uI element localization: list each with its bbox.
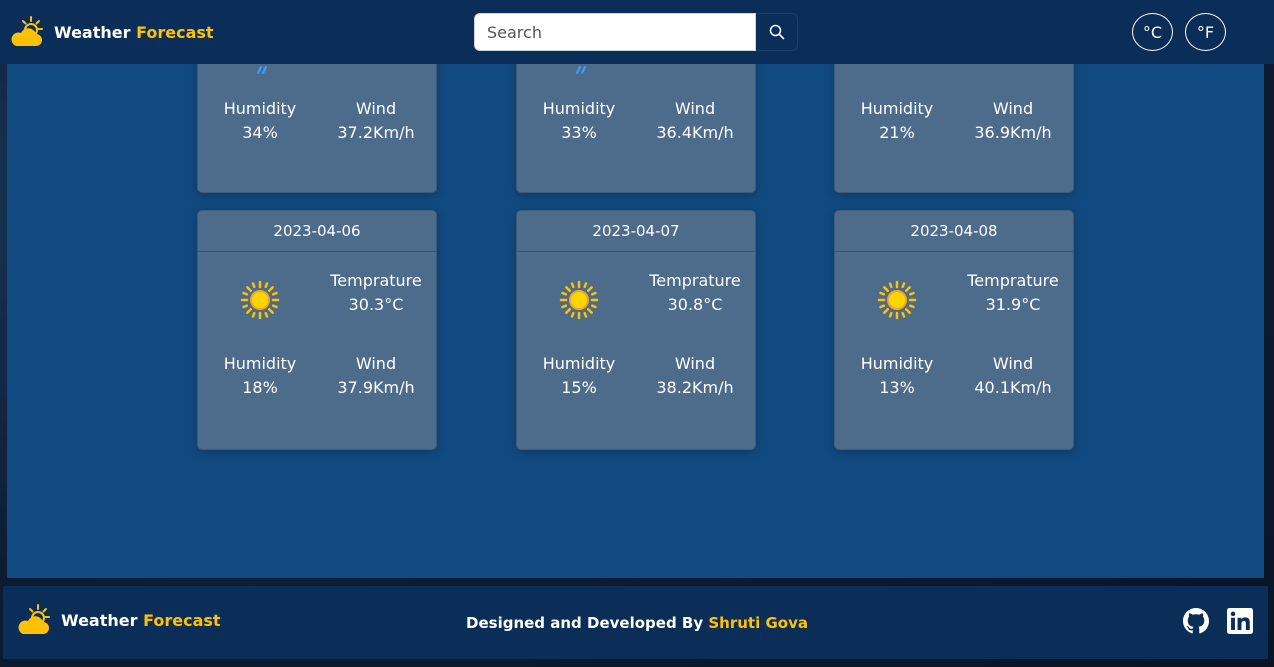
humidity-value: 33% bbox=[561, 123, 597, 142]
navbar: Weather Forecast °C °F bbox=[0, 0, 1274, 64]
search-icon bbox=[769, 24, 784, 40]
linkedin-icon[interactable] bbox=[1227, 608, 1253, 634]
rain-icon bbox=[257, 66, 267, 74]
humidity-stat: Humidity 33% bbox=[535, 97, 623, 145]
footer-credit: Designed and Developed By Shruti Gova bbox=[3, 614, 1271, 632]
footer-brand-word-weather: Weather bbox=[61, 610, 138, 630]
temperature-stat: Temprature 30.3°C bbox=[324, 269, 428, 317]
forecast-card: Humidity 34% Wind 37.2Km/h bbox=[197, 64, 437, 193]
forecast-card: 2023-04-06 Temprature 30.3°C Humidity 18… bbox=[197, 210, 437, 450]
humidity-stat: Humidity 13% bbox=[853, 352, 941, 400]
card-date: 2023-04-07 bbox=[517, 211, 755, 252]
temperature-value: 30.3°C bbox=[348, 295, 404, 314]
humidity-label: Humidity bbox=[542, 99, 616, 118]
wind-label: Wind bbox=[674, 99, 716, 118]
weather-logo-icon bbox=[18, 604, 50, 634]
wind-stat: Wind 36.9Km/h bbox=[965, 97, 1061, 145]
footer-brand[interactable]: Weather Forecast bbox=[17, 604, 221, 636]
humidity-stat: Humidity 18% bbox=[216, 352, 304, 400]
celsius-button[interactable]: °C bbox=[1132, 13, 1173, 51]
humidity-value: 21% bbox=[879, 123, 915, 142]
wind-stat: Wind 38.2Km/h bbox=[647, 352, 743, 400]
humidity-label: Humidity bbox=[860, 99, 934, 118]
wind-label: Wind bbox=[992, 354, 1034, 373]
temperature-label: Temprature bbox=[649, 271, 741, 290]
wind-stat: Wind 36.4Km/h bbox=[647, 97, 743, 145]
wind-value: 36.9Km/h bbox=[974, 123, 1052, 142]
humidity-label: Humidity bbox=[860, 354, 934, 373]
wind-stat: Wind 40.1Km/h bbox=[965, 352, 1061, 400]
humidity-label: Humidity bbox=[223, 99, 297, 118]
author-name: Shruti Gova bbox=[708, 614, 808, 632]
wind-stat: Wind 37.9Km/h bbox=[328, 352, 424, 400]
search-button[interactable] bbox=[756, 13, 798, 51]
wind-stat: Wind 37.2Km/h bbox=[328, 97, 424, 145]
humidity-stat: Humidity 15% bbox=[535, 352, 623, 400]
card-date: 2023-04-06 bbox=[198, 211, 436, 252]
humidity-value: 13% bbox=[879, 378, 915, 397]
forecast-card: 2023-04-07 Temprature 30.8°C Humidity 15… bbox=[516, 210, 756, 450]
wind-label: Wind bbox=[355, 354, 397, 373]
credit-text: Designed and Developed By bbox=[466, 614, 704, 632]
wind-label: Wind bbox=[355, 99, 397, 118]
brand[interactable]: Weather Forecast bbox=[10, 16, 214, 48]
humidity-stat: Humidity 21% bbox=[853, 97, 941, 145]
humidity-value: 18% bbox=[242, 378, 278, 397]
wind-label: Wind bbox=[674, 354, 716, 373]
brand-word-weather: Weather bbox=[54, 22, 131, 42]
brand-word-forecast: Forecast bbox=[136, 22, 214, 42]
wind-value: 40.1Km/h bbox=[974, 378, 1052, 397]
forecast-card: Humidity 21% Wind 36.9Km/h bbox=[834, 64, 1074, 193]
humidity-label: Humidity bbox=[542, 354, 616, 373]
fahrenheit-button[interactable]: °F bbox=[1185, 13, 1226, 51]
forecast-card: Humidity 33% Wind 36.4Km/h bbox=[516, 64, 756, 193]
temperature-stat: Temprature 31.9°C bbox=[961, 269, 1065, 317]
humidity-value: 34% bbox=[242, 123, 278, 142]
temperature-label: Temprature bbox=[330, 271, 422, 290]
rain-icon bbox=[576, 66, 586, 74]
temperature-label: Temprature bbox=[967, 271, 1059, 290]
forecast-card: 2023-04-08 Temprature 31.9°C Humidity 13… bbox=[834, 210, 1074, 450]
footer-brand-word-forecast: Forecast bbox=[143, 610, 221, 630]
temperature-value: 30.8°C bbox=[667, 295, 723, 314]
search-input[interactable] bbox=[474, 13, 756, 51]
wind-label: Wind bbox=[992, 99, 1034, 118]
wind-value: 36.4Km/h bbox=[656, 123, 734, 142]
wind-value: 37.2Km/h bbox=[337, 123, 415, 142]
forecast-panel: Humidity 34% Wind 37.2Km/h Humidity 33% … bbox=[7, 64, 1264, 578]
search-bar bbox=[474, 13, 798, 51]
humidity-label: Humidity bbox=[223, 354, 297, 373]
wind-value: 38.2Km/h bbox=[656, 378, 734, 397]
temperature-value: 31.9°C bbox=[985, 295, 1041, 314]
github-icon[interactable] bbox=[1183, 608, 1209, 634]
sun-icon bbox=[240, 280, 280, 320]
footer: Weather Forecast Designed and Developed … bbox=[3, 586, 1268, 659]
card-date: 2023-04-08 bbox=[835, 211, 1073, 252]
humidity-value: 15% bbox=[561, 378, 597, 397]
weather-logo-icon bbox=[11, 16, 43, 46]
sun-icon bbox=[877, 280, 917, 320]
wind-value: 37.9Km/h bbox=[337, 378, 415, 397]
temperature-stat: Temprature 30.8°C bbox=[643, 269, 747, 317]
sun-icon bbox=[559, 280, 599, 320]
humidity-stat: Humidity 34% bbox=[216, 97, 304, 145]
